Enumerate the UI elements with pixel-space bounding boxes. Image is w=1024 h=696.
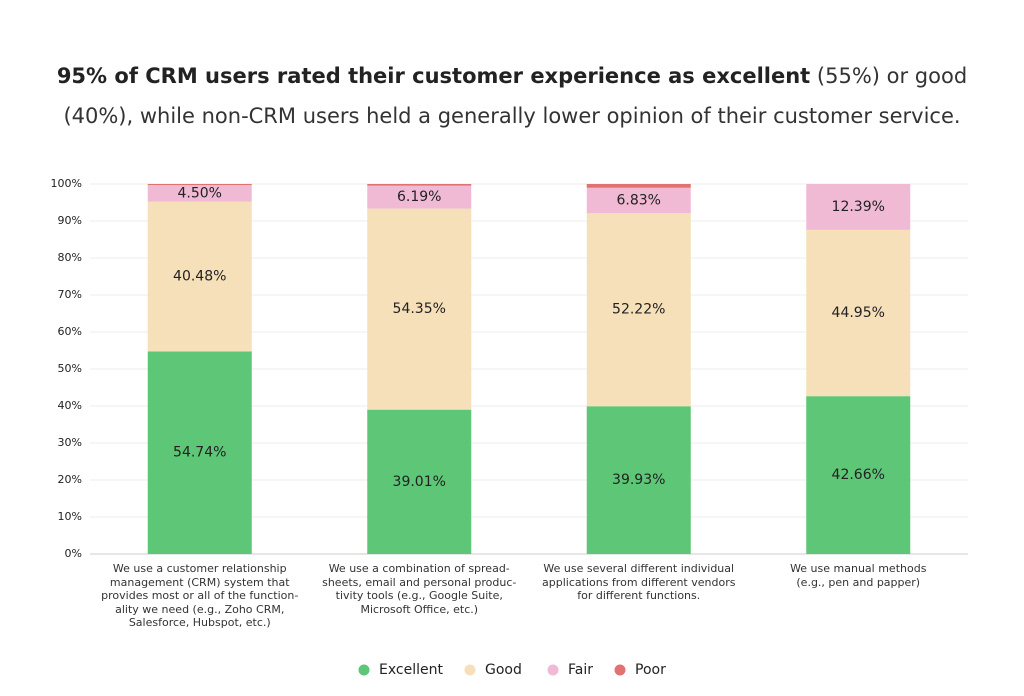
bar-segment [147, 351, 252, 554]
y-tick-label: 100% [51, 177, 82, 190]
bar-segment [367, 409, 472, 554]
bar-segment [806, 184, 911, 230]
bar-segment [147, 185, 252, 202]
legend-label: Poor [635, 662, 666, 678]
value-label: 4.50% [178, 185, 222, 201]
bar-segment [806, 229, 911, 397]
value-label: 44.95% [832, 305, 885, 321]
chart-subtitle: (55%) or good (40%), while non-CRM users… [63, 64, 968, 128]
y-tick-label: 80% [58, 251, 82, 264]
bar-segment [147, 201, 252, 352]
legend-label: Good [485, 662, 522, 678]
value-label: 39.93% [612, 472, 665, 488]
y-tick-label: 10% [58, 510, 82, 523]
value-label: 42.66% [832, 467, 885, 483]
legend-marker [547, 664, 559, 676]
value-label: 6.19% [397, 189, 441, 205]
value-label: 40.48% [173, 269, 226, 285]
legend-marker [614, 664, 626, 676]
value-label: 12.39% [832, 199, 885, 215]
y-tick-label: 40% [58, 399, 82, 412]
value-label: 39.01% [393, 474, 446, 490]
y-tick-label: 0% [65, 547, 82, 560]
bar-segment [586, 184, 691, 188]
x-tick-label: We use several different individual appl… [542, 562, 736, 602]
y-tick-label: 20% [58, 473, 82, 486]
legend-label: Fair [568, 662, 593, 678]
bar-segment [367, 208, 472, 410]
value-label: 54.35% [393, 301, 446, 317]
x-tick-label: We use a combination of spread- sheets, … [322, 562, 517, 616]
bar-segment [367, 185, 472, 209]
bar-segment [367, 184, 472, 186]
chart-title: 95% of CRM users rated their customer ex… [56, 64, 811, 88]
y-tick-label: 60% [58, 325, 82, 338]
legend-marker [464, 664, 476, 676]
title-block: 95% of CRM users rated their customer ex… [30, 56, 994, 136]
y-tick-label: 70% [58, 288, 82, 301]
bar-segment [147, 184, 252, 186]
y-tick-label: 90% [58, 214, 82, 227]
value-label: 54.74% [173, 445, 226, 461]
value-label: 52.22% [612, 302, 665, 318]
value-label: 6.83% [617, 192, 661, 208]
legend-label: Excellent [379, 662, 443, 678]
x-tick-label: We use a customer relationship managemen… [101, 562, 299, 629]
y-tick-label: 30% [58, 436, 82, 449]
bar-segment [586, 406, 691, 554]
y-tick-label: 50% [58, 362, 82, 375]
bar-segment [586, 213, 691, 407]
bar-segment [806, 396, 911, 554]
legend-marker [358, 664, 370, 676]
x-tick-label: We use manual methods (e.g., pen and pap… [790, 562, 927, 589]
bar-segment [586, 187, 691, 214]
